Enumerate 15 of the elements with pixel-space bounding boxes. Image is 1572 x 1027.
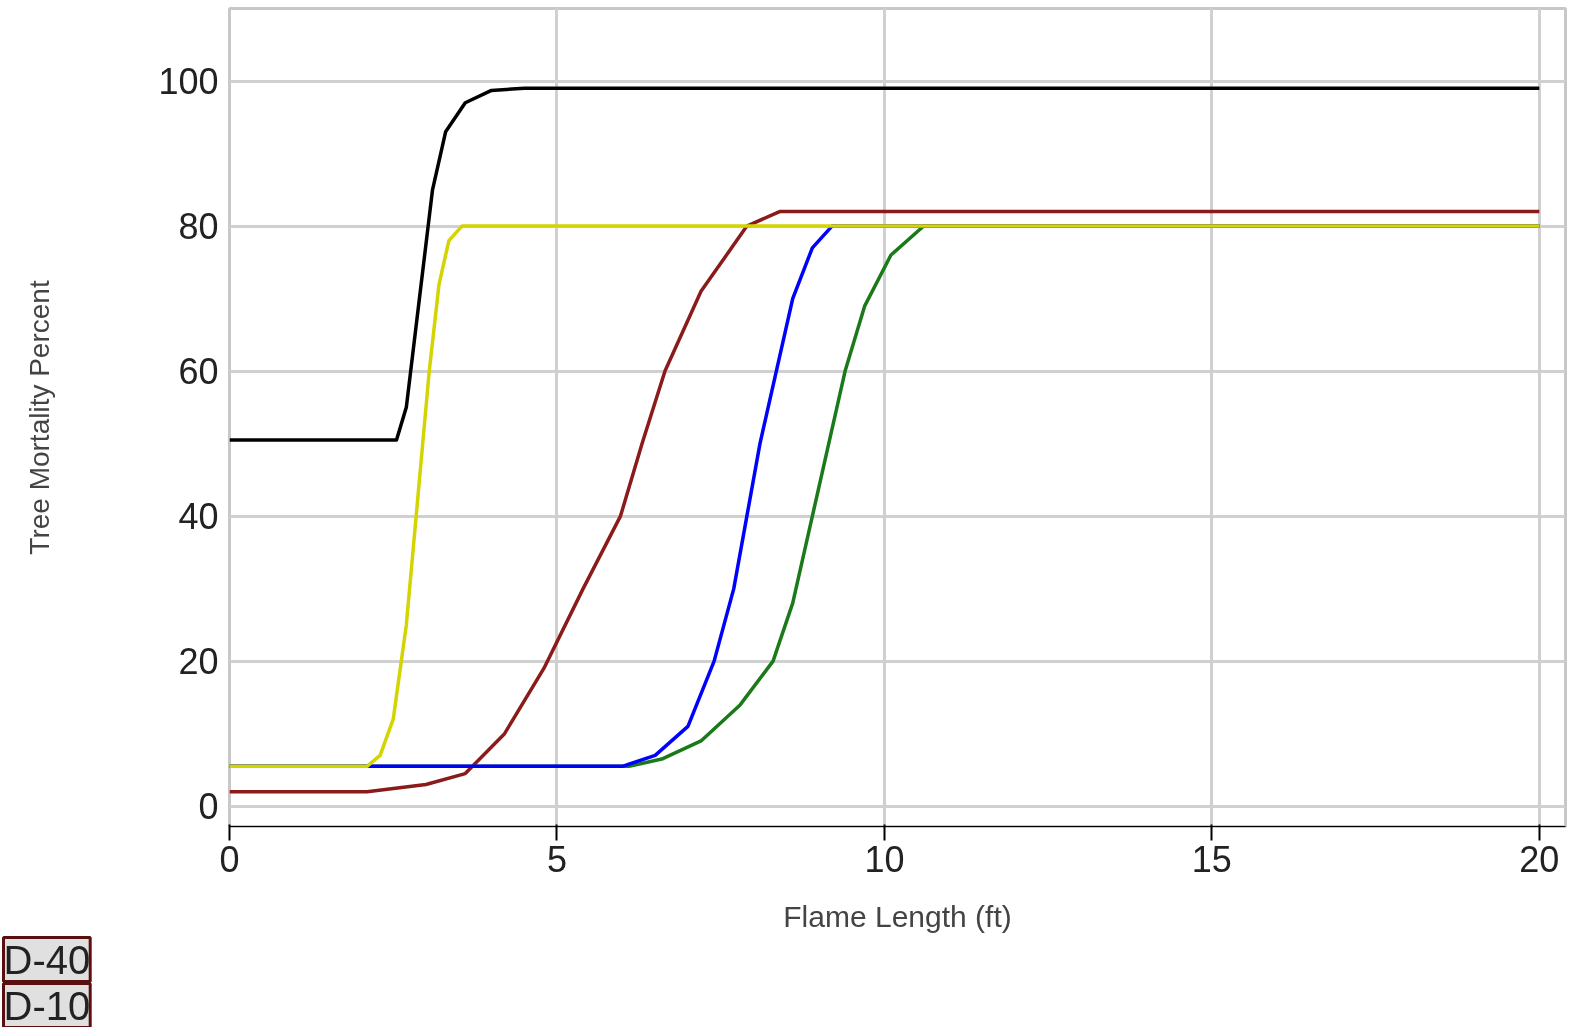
y-tick-label: 80 <box>178 206 219 248</box>
y-axis-title: Tree Mortality Percent <box>24 280 56 555</box>
y-tick-label: 0 <box>198 786 219 828</box>
x-tick-label: 10 <box>864 838 905 880</box>
y-tick-label: 40 <box>178 496 219 538</box>
x-tick-label: 5 <box>546 838 567 880</box>
y-tick-label: 60 <box>178 351 219 393</box>
text: D-40 <box>3 937 91 982</box>
line-series <box>229 86 1542 442</box>
x-tick-label: 20 <box>1519 838 1560 880</box>
y-tick-label: 20 <box>178 641 219 683</box>
text: D-10 <box>3 983 91 1027</box>
y-tick-label: 100 <box>158 61 219 103</box>
x-tick-label: 15 <box>1191 838 1232 880</box>
x-axis-title: Flame Length (ft) <box>783 899 1012 933</box>
